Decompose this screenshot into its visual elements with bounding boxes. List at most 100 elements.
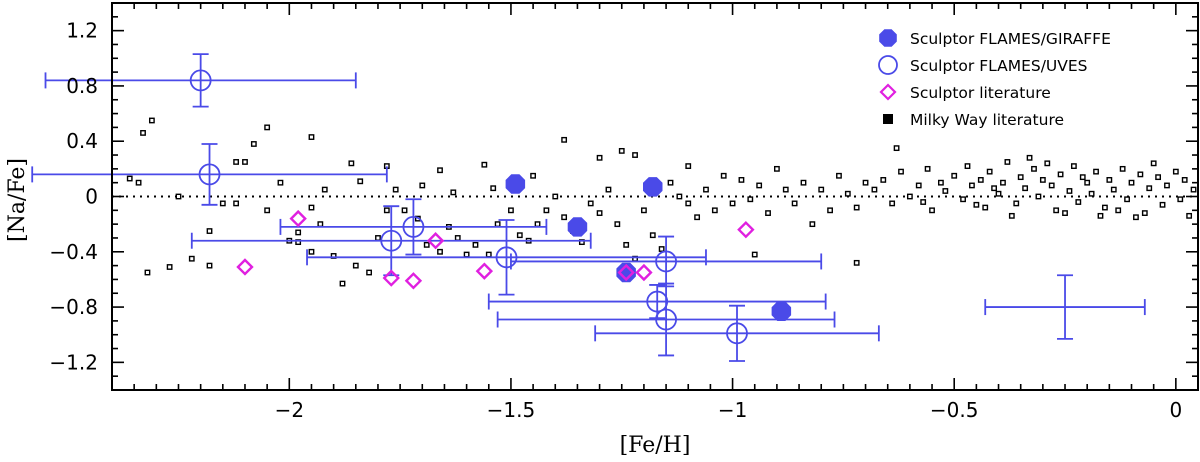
legend-literature-icon: [879, 83, 897, 101]
milky-way-point: [818, 186, 825, 193]
milky-way-point: [614, 221, 621, 228]
milky-way-point: [450, 189, 457, 196]
milky-way-point: [1146, 185, 1153, 192]
uves-point: [198, 163, 221, 186]
y-tick-label: 0: [85, 185, 98, 209]
milky-way-point: [463, 251, 470, 258]
milky-way-point: [871, 186, 878, 193]
milky-way-point: [1093, 168, 1099, 175]
milky-way-point: [782, 186, 789, 193]
milky-way-point: [175, 193, 182, 200]
milky-way-point: [1035, 193, 1042, 200]
milky-way-point: [1004, 159, 1011, 165]
milky-way-point: [308, 134, 315, 140]
milky-way-point: [973, 201, 980, 208]
milky-way-point: [250, 141, 257, 147]
giraffe-point: [771, 301, 792, 321]
x-tick-label: 0: [1169, 398, 1182, 422]
uves-point: [402, 216, 425, 238]
milky-way-point: [596, 210, 603, 216]
milky-way-point: [454, 235, 461, 241]
milky-way-point: [880, 177, 887, 183]
milky-way-point: [951, 172, 958, 179]
milky-way-point: [623, 241, 630, 248]
milky-way-point: [964, 163, 971, 169]
milky-way-point: [135, 179, 142, 186]
milky-way-point: [485, 251, 492, 258]
milky-way-point: [188, 255, 195, 262]
milky-way-point: [1084, 179, 1091, 186]
giraffe-point: [567, 217, 588, 237]
y-axis-label: [Na/Fe]: [5, 158, 30, 242]
x-tick-label: −2: [275, 398, 304, 422]
milky-way-point: [1048, 182, 1055, 189]
milky-way-point: [166, 264, 173, 270]
milky-way-point: [277, 179, 284, 186]
milky-way-point: [938, 179, 944, 186]
milky-way-point: [1088, 190, 1095, 197]
legend-label: Sculptor FLAMES/UVES: [910, 57, 1088, 75]
milky-way-point: [1186, 212, 1193, 219]
milky-way-point: [264, 124, 271, 131]
milky-way-point: [1102, 204, 1108, 211]
y-tick-label: −1.2: [49, 350, 98, 374]
milky-way-point: [219, 200, 226, 207]
milky-way-point: [920, 199, 927, 205]
giraffe-point: [616, 262, 636, 283]
milky-way-point: [339, 280, 346, 287]
milky-way-point: [1164, 182, 1170, 189]
milky-way-point: [1031, 165, 1037, 172]
milky-way-point: [472, 241, 479, 248]
uves-point: [189, 69, 212, 92]
y-tick-label: 0.4: [66, 129, 98, 153]
milky-way-point: [233, 200, 240, 207]
milky-way-point: [751, 251, 758, 258]
milky-way-point: [632, 152, 638, 158]
milky-way-point: [1106, 177, 1113, 183]
milky-way-point: [986, 168, 993, 175]
milky-way-point: [1075, 199, 1082, 205]
legend-milky-way-icon: [883, 114, 893, 124]
milky-way-point: [991, 185, 997, 192]
milky-way-point: [641, 207, 647, 214]
milky-way-point: [233, 159, 240, 165]
milky-way-point: [1044, 160, 1051, 167]
x-tick-label: −1: [718, 398, 747, 422]
milky-way-point: [1013, 200, 1020, 207]
milky-way-point: [765, 210, 771, 216]
milky-way-point: [729, 200, 736, 207]
milky-way-point: [1115, 207, 1122, 214]
milky-way-point: [942, 188, 949, 194]
milky-way-point: [561, 214, 568, 221]
milky-way-point: [552, 193, 559, 200]
literature-point: [617, 263, 635, 282]
milky-way-point: [1141, 210, 1148, 216]
milky-way-point: [148, 117, 155, 124]
milky-way-point: [206, 228, 213, 234]
legend-label: Milky Way literature: [910, 111, 1064, 129]
milky-way-point: [1133, 214, 1139, 221]
milky-way-point: [126, 175, 133, 182]
literature-point: [635, 263, 653, 282]
milky-way-point: [375, 235, 381, 241]
milky-way-point: [747, 196, 754, 203]
milky-way-point: [1155, 174, 1162, 181]
milky-way-point: [827, 207, 833, 214]
milky-way-point: [960, 196, 966, 203]
literature-point: [382, 269, 400, 287]
legend-uves-icon: [878, 55, 898, 75]
x-tick-label: −1.5: [487, 398, 536, 422]
y-tick-label: 1.2: [66, 19, 98, 43]
milky-way-point: [703, 186, 709, 193]
milky-way-point: [508, 207, 514, 214]
milky-way-point: [494, 221, 501, 228]
uves-point: [655, 250, 677, 273]
milky-way-point: [773, 165, 780, 172]
milky-way-point: [308, 248, 315, 255]
milky-way-point: [791, 200, 798, 207]
literature-point: [289, 209, 307, 228]
milky-way-point: [490, 185, 497, 192]
uves-point: [646, 290, 669, 313]
legend-label: Sculptor FLAMES/GIRAFFE: [910, 30, 1111, 48]
